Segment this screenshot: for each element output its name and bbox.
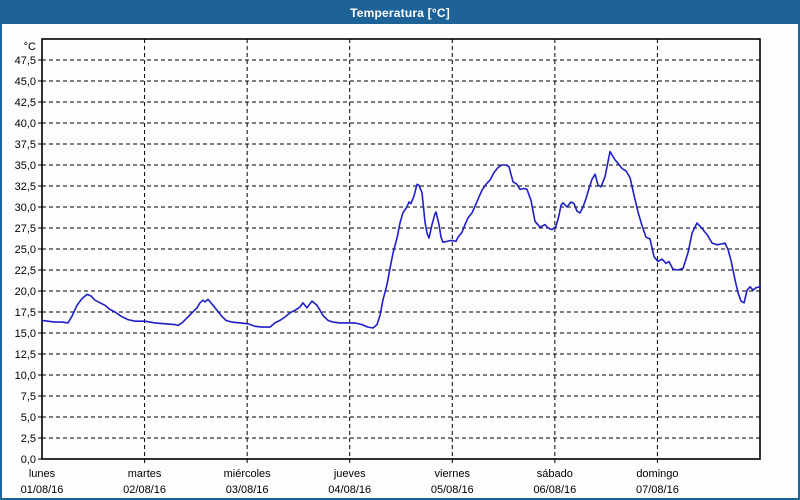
y-axis-tick-label: 35,0 [15,160,36,172]
x-axis-date-label: 03/08/16 [226,484,269,496]
x-axis-weekday-label: miércoles [224,468,272,480]
y-axis-tick-label: 47,5 [15,55,36,67]
x-axis-weekday-label: martes [128,468,162,480]
y-axis-tick-label: 45,0 [15,76,36,88]
y-axis-tick-label: 42,5 [15,97,36,109]
y-axis-tick-label: 17,5 [15,307,36,319]
x-axis-weekday-label: jueves [333,468,366,480]
y-axis-tick-label: 0,0 [21,454,36,466]
x-axis-weekday-label: viernes [435,468,471,480]
y-axis-tick-label: 2,5 [21,433,36,445]
plot-border [41,38,761,460]
y-axis-tick-label: 30,0 [15,202,36,214]
chart-area: 0,0 2,5 5,0 7,5 10,0 12,5 15,0 17,5 20,0 22,5 25,0… [2,24,798,498]
y-axis-tick-label: 15,0 [15,328,36,340]
x-axis-date-label: 07/08/16 [636,484,679,496]
window-title: Temperatura [°C] [350,6,450,20]
x-axis-date-label: 01/08/16 [21,484,64,496]
temperature-line [41,150,761,329]
y-axis-tick-label: 20,0 [15,286,36,298]
window-title-bar[interactable]: Temperatura [°C] [2,2,798,24]
x-axis-date-label: 04/08/16 [328,484,371,496]
y-axis-tick-label: 5,0 [21,412,36,424]
y-axis-unit-label: °C [24,41,36,53]
x-axis-weekday-label: domingo [636,468,678,480]
y-axis-tick-label: 25,0 [15,244,36,256]
x-axis-date-label: 05/08/16 [431,484,474,496]
y-axis-tick-label: 7,5 [21,391,36,403]
y-axis-tick-label: 37,5 [15,139,36,151]
x-axis-date-label: 02/08/16 [123,484,166,496]
y-axis-tick-label: 27,5 [15,223,36,235]
y-axis-tick-label: 22,5 [15,265,36,277]
x-axis-weekday-label: sábado [537,468,573,480]
temperature-chart: 0,0 2,5 5,0 7,5 10,0 12,5 15,0 17,5 20,0 22,5 25,0… [15,38,761,496]
y-axis-tick-label: 32,5 [15,181,36,193]
y-axis-tick-label: 10,0 [15,370,36,382]
x-axis-weekday-label: lunes [29,468,56,480]
x-axis-date-label: 06/08/16 [533,484,576,496]
y-axis-tick-label: 40,0 [15,118,36,130]
y-axis-tick-label: 12,5 [15,349,36,361]
